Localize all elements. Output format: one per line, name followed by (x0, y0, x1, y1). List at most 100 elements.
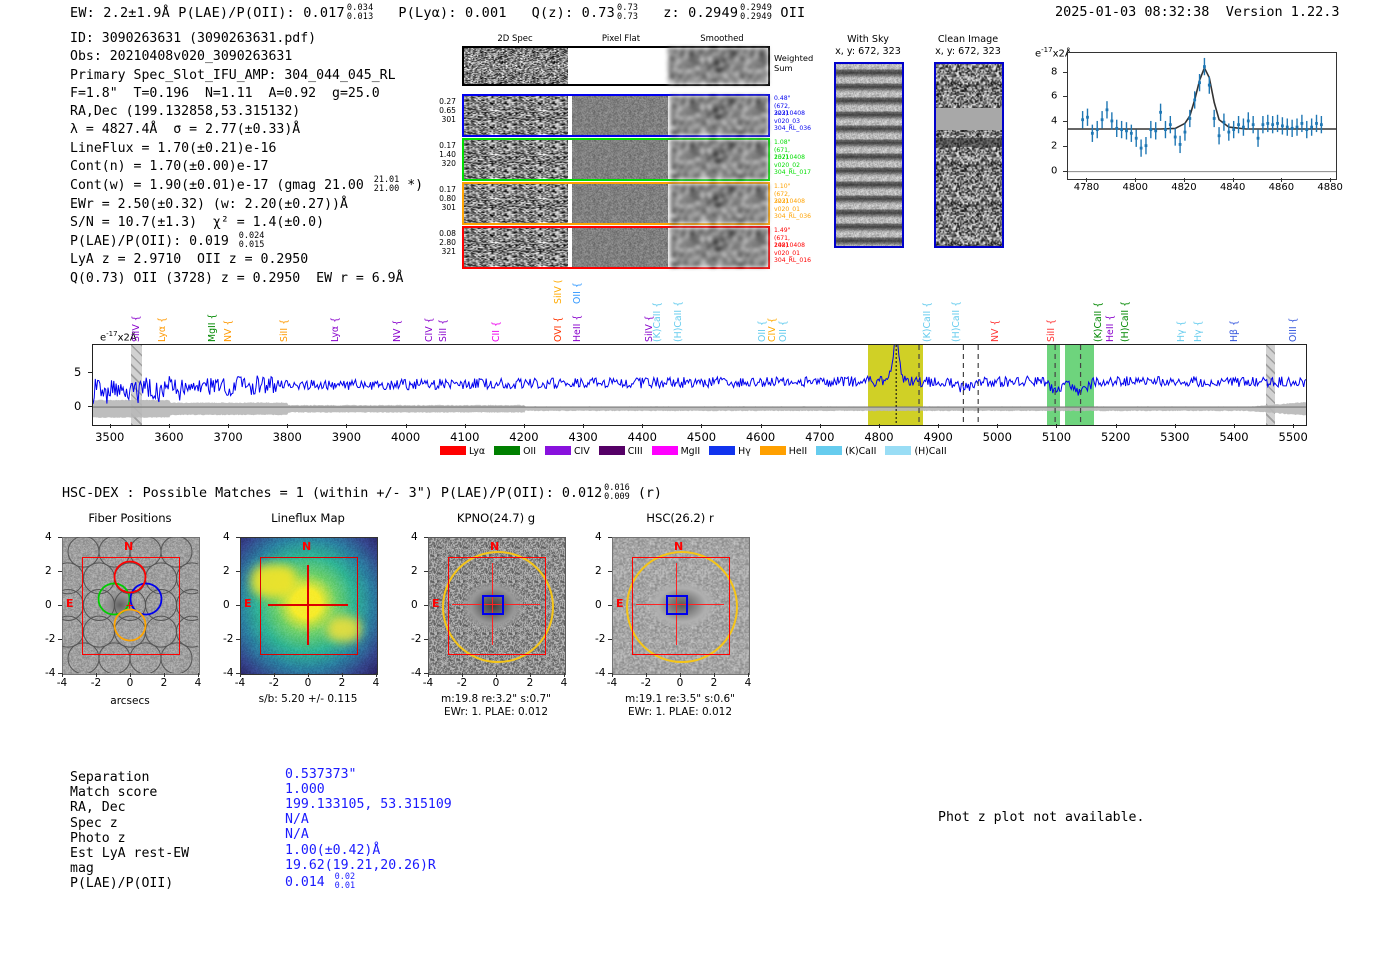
lineplot-xtick-mark (1281, 178, 1283, 182)
panel-xtick: 2 (710, 677, 718, 689)
strip-right-label: 304_RL_036 (774, 125, 811, 133)
panel-xtick: 4 (744, 677, 752, 689)
spectrum-line-label: Lyα { (156, 316, 168, 342)
cutout-subtitle-1: x, y: 672, 323 (935, 46, 1001, 57)
strip-right-label: 20210408 (774, 110, 806, 118)
lineplot-xtick: 4860 (1268, 182, 1295, 193)
lineplot-ytick: 8 (1051, 66, 1058, 78)
panel-ytick: 4 (45, 531, 52, 543)
legend-label: CIV (574, 446, 590, 457)
spectrum-line-label: NV { (223, 319, 235, 342)
panel-xtick: 2 (526, 677, 534, 689)
legend-label: MgII (680, 446, 701, 457)
fov-square (260, 557, 358, 655)
match-value-1: 1.000 (285, 781, 325, 797)
spec-strip-row (462, 138, 770, 181)
panel-xtick-mark (680, 673, 681, 677)
info-line-8: Cont(w) = 1.90(±0.01)e-17 (gmag 21.00 21… (70, 175, 424, 195)
panel-ytick: -4 (411, 667, 422, 679)
legend-swatch (598, 446, 625, 455)
header-qz: Q(z): 0.73 (531, 4, 615, 21)
strip-right-label: (671, 157) (774, 146, 790, 161)
spectrum-xtick: 3500 (95, 430, 125, 444)
header-z: z: 0.2949 (663, 4, 739, 21)
strip-right-label: 1.10" (774, 183, 791, 190)
spectrum-xtick-mark (346, 424, 348, 428)
strip-left-label: 0.27 (439, 97, 456, 106)
panel-xtick: -2 (456, 677, 468, 689)
strip-right-label: v020_02 (774, 161, 801, 169)
spectrum-xtick-mark (819, 424, 821, 428)
strip-smoothed-image (670, 140, 768, 179)
info-line-5: λ = 4827.4Å σ = 2.77(±0.33)Å (70, 122, 301, 138)
legend-item: OII (494, 446, 536, 457)
panel-xtick-mark (198, 673, 199, 677)
strip-right-label: 1.08" (774, 139, 791, 146)
spectrum-line-label: SiIV ( (553, 279, 565, 304)
header-summary-line: EW: 2.2±1.9Å P(LAE)/P(OII): 0.017 0.034 … (70, 4, 805, 22)
strip-right-label: v020_01 (774, 249, 801, 257)
match-value-5: 1.00(±0.42)Å (285, 842, 381, 858)
legend-swatch (440, 446, 466, 455)
header-qz-hi: 0.73 (616, 3, 639, 13)
spectrum-xtick-mark (583, 424, 585, 428)
match-key-2: RA, Dec (70, 800, 126, 816)
crosshair-h (452, 604, 540, 606)
spectrum-line-label: SiII { (1045, 318, 1057, 342)
spectrum-line-label: SiIV { (131, 315, 143, 342)
panel-ytick-mark (608, 571, 612, 572)
strip-left-label: 301 (441, 203, 457, 212)
spectrum-xtick-mark (523, 424, 525, 428)
lineplot-xtick: 4820 (1171, 182, 1197, 193)
match-plae-bounds: 0.02 0.01 (334, 871, 356, 891)
lineflux-hot-blob (251, 564, 297, 598)
spectrum-xtick: 4400 (627, 430, 657, 444)
spectrum-xtick-mark (878, 424, 880, 428)
hsc-dex-match-line: HSC-DEX : Possible Matches = 1 (within +… (62, 484, 662, 502)
strip-right-label: 304_RL_017 (774, 169, 811, 177)
panel-xtick-mark (612, 673, 613, 677)
panel-xtick: -2 (640, 677, 652, 689)
cutout-masked-band (936, 108, 1002, 130)
panel-ytick-mark (424, 571, 428, 572)
panel-xtick-mark (564, 673, 565, 677)
panel-xtick-mark (240, 673, 241, 677)
weighted-sum-strip (462, 46, 770, 86)
strip-left-label: 0.17 (439, 141, 456, 150)
panel-ytick-mark (424, 537, 428, 538)
panel-xtick-mark (530, 673, 531, 677)
panel-xtick: 0 (676, 677, 684, 689)
spectrum-xtick-mark (1233, 424, 1235, 428)
hsc-dex-suffix: (r) (637, 485, 662, 501)
legend-swatch (709, 446, 736, 455)
panel-xtick: 0 (492, 677, 500, 689)
header-plae-lo: 0.013 (346, 11, 374, 22)
info-line-0: ID: 3090263631 (3090263631.pdf) (70, 31, 317, 46)
match-key-6: mag (70, 861, 94, 877)
match-value-6: 19.62(19.21,20.26)R (285, 857, 436, 873)
legend-label: OII (523, 446, 537, 457)
panel-ytick: 0 (595, 599, 602, 611)
full-spectrum-plot: e-17x2Å 0 5 3500 3600 3700 3800 3900 4000 4100 420… (74, 280, 1308, 444)
spectrum-xtick-mark (287, 424, 289, 428)
strip-right-label: 0.48" (774, 95, 791, 102)
spec-column-header-0: 2D Spec (497, 34, 533, 44)
cutout-panels: With Sky x, y: 672, 323 Clean Image x, y: 6… (822, 34, 1022, 254)
panel-ytick-mark (236, 673, 240, 674)
panel-xtick: -4 (606, 677, 618, 689)
strip-right-label: 304_RL_016 (774, 257, 811, 265)
spec-strip-row (462, 182, 770, 225)
lineplot-xtick-mark (1135, 178, 1137, 182)
panel-ytick: -2 (45, 633, 56, 645)
strip-2d-image (464, 96, 568, 135)
spec-strip-row (462, 226, 770, 269)
crosshair-v (307, 565, 309, 645)
info-plae-bounds: 0.024 0.015 (238, 231, 265, 251)
panel-ytick: 2 (45, 565, 52, 577)
info-line-4: RA,Dec (199.132858,53.315132) (70, 104, 301, 120)
panel-ytick: 4 (223, 531, 230, 543)
spectrum-line-label: HeII { (1104, 314, 1116, 342)
spectrum-xtick: 5200 (1101, 430, 1131, 444)
panel-xtick: -2 (90, 677, 102, 689)
spectrum-line-label: NV { (989, 319, 1001, 342)
